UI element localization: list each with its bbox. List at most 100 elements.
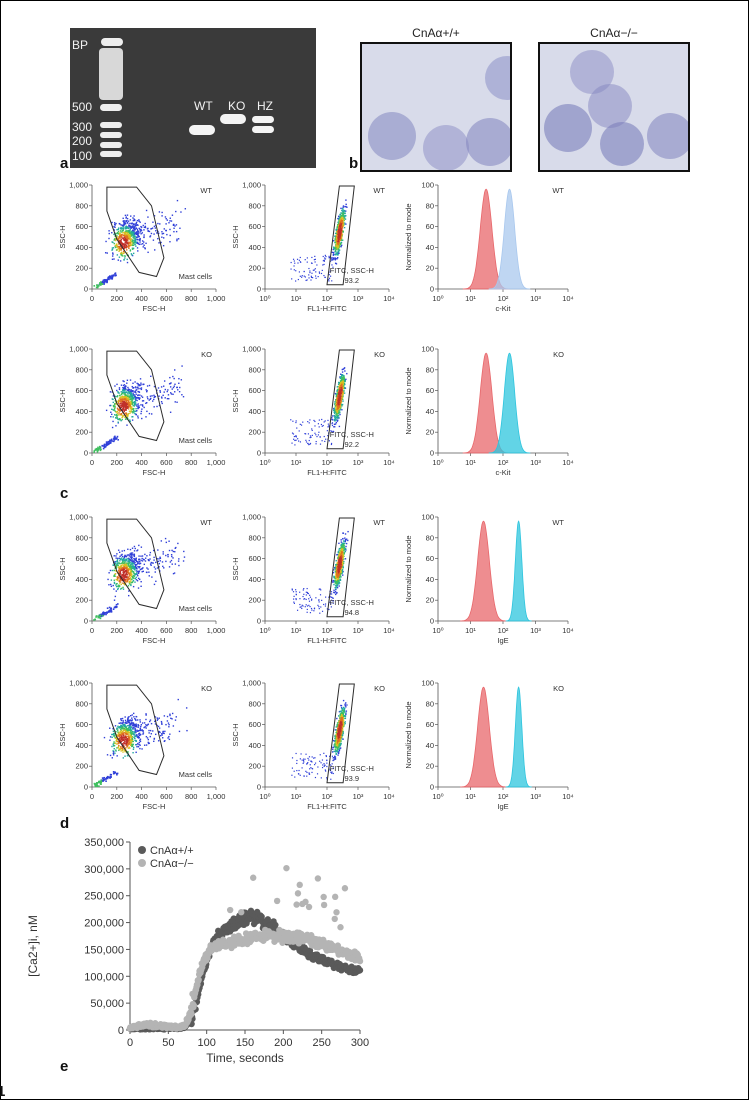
event-dot bbox=[130, 553, 132, 556]
event-dot bbox=[344, 383, 346, 386]
event-dot bbox=[133, 396, 136, 399]
event-dot bbox=[337, 246, 340, 248]
event-dot bbox=[113, 229, 116, 231]
event-dot bbox=[128, 236, 131, 238]
event-dot bbox=[169, 733, 171, 735]
event-dot bbox=[117, 239, 120, 241]
event-dot bbox=[126, 746, 128, 748]
outlier-dot bbox=[332, 431, 334, 433]
event-dot bbox=[130, 572, 132, 574]
event-dot bbox=[130, 575, 132, 577]
event-dot bbox=[133, 219, 136, 221]
event-dot bbox=[127, 747, 130, 749]
event-dot bbox=[115, 584, 117, 586]
event-dot bbox=[338, 390, 341, 393]
histogram-x-tick-label: 10⁴ bbox=[562, 458, 574, 467]
event-dot bbox=[129, 567, 131, 569]
event-dot bbox=[332, 419, 334, 421]
fsc-ssc-events bbox=[93, 199, 187, 289]
outlier-dot bbox=[306, 591, 309, 594]
event-dot bbox=[129, 250, 132, 252]
event-dot bbox=[149, 563, 152, 565]
event-dot bbox=[130, 554, 132, 557]
event-dot bbox=[158, 562, 161, 565]
event-dot bbox=[124, 226, 126, 228]
event-dot bbox=[117, 732, 120, 735]
event-dot bbox=[125, 391, 128, 393]
event-dot bbox=[334, 262, 337, 264]
event-dot bbox=[334, 235, 336, 237]
event-dot bbox=[118, 572, 121, 575]
event-dot bbox=[340, 376, 342, 378]
outlier-dot bbox=[328, 425, 330, 427]
event-dot bbox=[136, 241, 139, 244]
event-dot bbox=[336, 572, 338, 575]
fsc-ssc-x-tick-label: 600 bbox=[160, 792, 173, 801]
event-dot bbox=[123, 380, 125, 383]
event-dot bbox=[133, 394, 135, 396]
event-dot bbox=[121, 737, 123, 740]
event-dot bbox=[151, 227, 154, 229]
event-dot bbox=[120, 734, 122, 737]
event-dot bbox=[125, 562, 128, 564]
event-dot bbox=[116, 395, 119, 398]
fsc-ssc-x-tick-label: 400 bbox=[135, 626, 148, 635]
event-dot bbox=[115, 239, 117, 242]
outlier-dot bbox=[301, 604, 303, 606]
outlier-dot bbox=[295, 435, 297, 437]
outlier-dot bbox=[299, 603, 301, 606]
event-dot bbox=[120, 722, 122, 724]
event-dot bbox=[111, 408, 113, 410]
event-dot bbox=[127, 391, 130, 393]
outlier-dot bbox=[293, 435, 295, 438]
event-dot bbox=[121, 574, 123, 577]
debris-dot bbox=[102, 614, 104, 617]
event-dot bbox=[341, 396, 343, 399]
outlier-dot bbox=[295, 591, 297, 593]
event-dot bbox=[340, 245, 342, 248]
event-dot bbox=[339, 572, 342, 574]
fsc-ssc-x-label: FSC-H bbox=[143, 304, 166, 313]
event-dot bbox=[157, 222, 159, 225]
outlier-dot bbox=[308, 422, 310, 424]
event-dot bbox=[125, 418, 127, 420]
event-dot bbox=[121, 576, 123, 579]
event-dot bbox=[340, 543, 343, 546]
event-dot bbox=[340, 239, 343, 241]
event-dot bbox=[126, 382, 128, 384]
event-dot bbox=[161, 236, 163, 238]
event-dot bbox=[341, 551, 344, 553]
event-dot bbox=[119, 228, 122, 230]
event-dot bbox=[129, 564, 132, 566]
event-dot bbox=[140, 388, 143, 391]
outlier-dot bbox=[319, 436, 321, 438]
event-dot bbox=[126, 234, 128, 237]
event-dot bbox=[113, 588, 115, 590]
outlier-dot bbox=[315, 434, 317, 436]
event-dot bbox=[137, 407, 139, 410]
event-dot bbox=[129, 561, 131, 563]
event-dot bbox=[126, 722, 128, 724]
event-dot bbox=[332, 257, 335, 260]
event-dot bbox=[130, 407, 132, 410]
event-dot bbox=[332, 247, 335, 249]
event-dot bbox=[117, 557, 119, 560]
event-dot bbox=[338, 220, 340, 222]
event-dot bbox=[336, 389, 338, 392]
fl1-ssc-x-tick-label: 10² bbox=[322, 626, 333, 635]
debris-dot bbox=[93, 619, 95, 621]
outlier-dot bbox=[307, 442, 309, 445]
event-dot bbox=[131, 402, 134, 404]
event-dot bbox=[345, 378, 347, 381]
event-dot bbox=[130, 253, 133, 255]
event-dot bbox=[161, 397, 163, 399]
event-dot bbox=[124, 402, 127, 404]
event-dot bbox=[333, 580, 336, 583]
event-dot bbox=[123, 583, 126, 585]
event-dot bbox=[113, 239, 115, 241]
event-dot bbox=[124, 747, 127, 749]
outlier-dot bbox=[318, 426, 320, 428]
debris-dot bbox=[102, 447, 105, 450]
event-dot bbox=[139, 565, 141, 568]
event-dot bbox=[114, 403, 116, 406]
